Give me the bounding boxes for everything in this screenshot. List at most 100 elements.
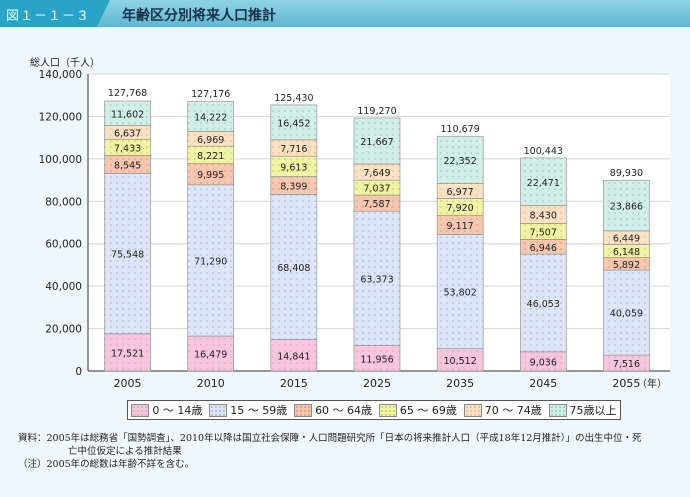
data-label: 7,649 [363, 168, 390, 179]
legend-label: 60 ～ 64歳 [315, 404, 373, 417]
data-label: 16,452 [277, 118, 310, 129]
data-label: 6,977 [447, 187, 474, 198]
y-tick-label: 40,000 [45, 281, 82, 293]
figure-number-tab [0, 0, 110, 27]
total-label: 125,430 [274, 93, 313, 104]
data-label: 40,059 [610, 309, 643, 320]
data-label: 6,969 [197, 135, 224, 146]
data-label: 5,892 [613, 260, 640, 271]
legend-item: 0 ～ 14歳 [131, 402, 202, 418]
legend-label: 15 ～ 59歳 [230, 404, 288, 417]
y-axis-label: 総人口（千人） [30, 56, 100, 69]
legend-label: 0 ～ 14歳 [152, 404, 203, 417]
x-tick-label: 2045 [529, 377, 557, 390]
bar-segment [519, 157, 567, 206]
figure-title: 年齢区分別将来人口推計 [122, 8, 276, 24]
total-label: 127,768 [108, 88, 147, 99]
data-label: 63,373 [360, 274, 393, 285]
source-note-continued: 亡中位仮定による推計結果 [68, 446, 182, 457]
data-label: 22,471 [527, 178, 560, 189]
bar-segment [603, 179, 650, 232]
y-tick-label: 100,000 [39, 154, 82, 166]
bar-segment [104, 100, 151, 126]
legend-item: 60 ～ 64歳 [294, 402, 372, 418]
x-tick-label: 2010 [197, 377, 225, 390]
data-label: 7,920 [447, 203, 474, 214]
legend-swatch [209, 403, 228, 417]
bar-segment [353, 117, 401, 165]
data-label: 7,716 [280, 144, 307, 155]
chart-legend: 0 ～ 14歳 15 ～ 59歳 60 ～ 64歳 65 ～ 69歳 70 ～ 74歳 7… [127, 400, 621, 420]
y-tick-label: 80,000 [45, 196, 82, 208]
total-label: 110,679 [440, 124, 479, 135]
data-label: 75,548 [111, 250, 144, 261]
source-note: 資料：2005年は総務省「国勢調査」、2010年以降は国立社会保障・人口問題研究… [18, 433, 642, 444]
bar-segment [187, 335, 235, 372]
data-label: 6,148 [613, 247, 640, 258]
y-tick-label: 140,000 [39, 69, 82, 81]
data-label: 16,479 [194, 350, 227, 361]
total-label: 100,443 [524, 146, 563, 157]
total-label: 119,270 [357, 106, 396, 117]
data-label: 71,290 [194, 256, 227, 267]
data-label: 11,602 [111, 109, 144, 120]
data-label: 7,587 [363, 199, 390, 210]
data-label: 14,841 [277, 351, 310, 362]
x-tick-label: 2055 [612, 377, 640, 390]
legend-label: 70 ～ 74歳 [484, 404, 542, 417]
bar-segment [353, 345, 401, 372]
figure-number: 図１－１－３ [6, 9, 91, 24]
x-axis-unit: （年） [637, 377, 667, 390]
data-label: 14,222 [194, 112, 227, 123]
data-label: 7,037 [363, 184, 390, 195]
x-tick-label: 2015 [280, 377, 308, 390]
stacked-bar-chart: 0 20,000 40,000 60,000 80,000 100,000 120,000 1… [30, 56, 670, 390]
x-tick-label: 2025 [363, 377, 391, 390]
bar-segment [436, 234, 484, 349]
bar-segment [353, 210, 401, 346]
data-label: 8,221 [197, 151, 224, 162]
total-label: 89,930 [610, 168, 643, 179]
data-label: 68,408 [277, 263, 310, 274]
legend-swatch [463, 403, 482, 417]
data-label: 7,516 [613, 359, 640, 370]
data-label: 22,352 [444, 156, 477, 167]
data-label: 23,866 [610, 202, 643, 213]
legend-label: 65 ～ 69歳 [399, 404, 457, 417]
legend-item: 65 ～ 69歳 [378, 402, 457, 418]
legend-item: 15 ～ 59歳 [209, 402, 287, 418]
legend-swatch [131, 403, 150, 417]
data-label: 17,521 [111, 348, 144, 359]
data-label: 7,433 [114, 144, 141, 155]
data-label: 21,667 [360, 137, 393, 148]
bar-segment [187, 100, 235, 132]
data-label: 8,399 [280, 181, 307, 192]
data-label: 8,430 [530, 211, 557, 222]
data-label: 9,995 [197, 170, 224, 181]
data-label: 46,053 [527, 299, 560, 310]
legend-swatch [548, 403, 567, 417]
x-tick-label: 2035 [446, 377, 474, 390]
source-notes: 資料：2005年は総務省「国勢調査」、2010年以降は国立社会保障・人口問題研究… [18, 432, 678, 471]
legend-swatch [294, 403, 313, 417]
data-label: 9,117 [447, 221, 474, 232]
bar-segment [187, 184, 235, 337]
y-tick-label: 20,000 [45, 324, 82, 336]
data-label: 10,512 [444, 356, 477, 367]
data-label: 6,637 [114, 129, 141, 140]
legend-label: 75歳以上 [569, 404, 617, 417]
x-tick-label: 2005 [114, 377, 142, 390]
data-label: 7,507 [530, 227, 557, 238]
data-label: 11,956 [360, 354, 393, 365]
bar-segment [436, 135, 484, 184]
y-tick-label: 60,000 [45, 239, 82, 251]
data-label: 6,946 [530, 243, 557, 254]
header-bar [0, 0, 690, 27]
data-label: 6,449 [613, 234, 640, 245]
bar-segment [270, 104, 318, 141]
legend-item: 70 ～ 74歳 [463, 402, 542, 418]
total-label: 127,176 [191, 89, 230, 100]
data-label: 53,802 [444, 288, 477, 299]
y-tick-label: 120,000 [39, 111, 82, 123]
legend-item: 75歳以上 [548, 402, 617, 418]
